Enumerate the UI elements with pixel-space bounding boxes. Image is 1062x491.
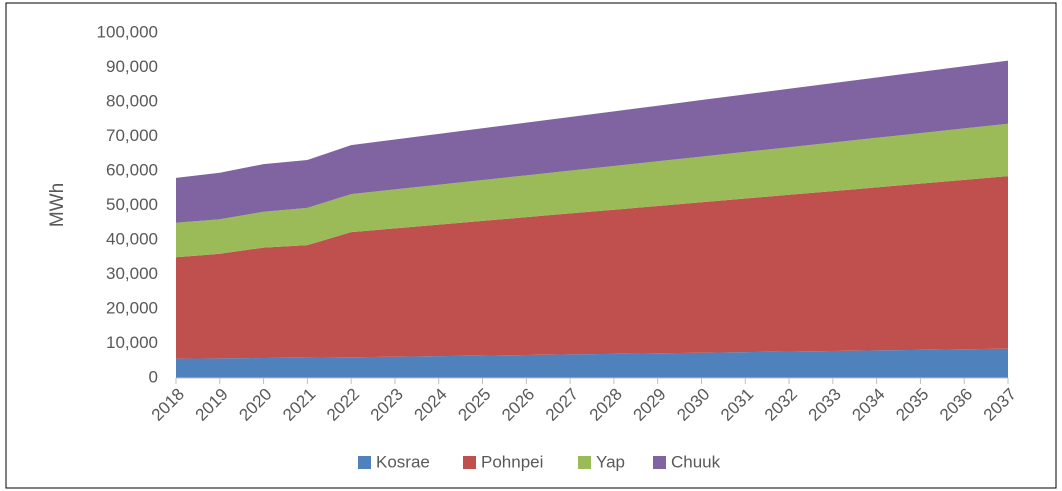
y-tick-label: 0 — [149, 367, 158, 386]
legend-swatch — [358, 456, 371, 469]
x-tick-label: 2022 — [323, 385, 363, 425]
y-tick-label: 30,000 — [106, 264, 158, 283]
area — [176, 176, 1008, 359]
x-tick-label: 2020 — [235, 385, 275, 425]
legend-swatch — [653, 456, 666, 469]
x-tick-label: 2029 — [630, 385, 670, 425]
legend-swatch — [463, 456, 476, 469]
frame — [5, 2, 1057, 489]
legend-label: Chuuk — [671, 452, 721, 471]
area — [176, 348, 1008, 378]
y-tick-label: 50,000 — [106, 195, 158, 214]
y-tick-label: 80,000 — [106, 91, 158, 110]
x-tick-label: 2036 — [936, 385, 976, 425]
x-tick-label: 2019 — [192, 385, 232, 425]
y-tick-label: 90,000 — [106, 57, 158, 76]
y-tick-label: 40,000 — [106, 229, 158, 248]
x-tick-label: 2037 — [980, 385, 1020, 425]
area — [176, 60, 1008, 223]
x-tick-label: 2023 — [367, 385, 407, 425]
x-tick-label: 2028 — [586, 385, 626, 425]
x-tick-label: 2024 — [411, 385, 451, 425]
y-axis-label: MWh — [47, 183, 68, 227]
x-tick-label: 2035 — [892, 385, 932, 425]
y-tick-label: 20,000 — [106, 298, 158, 317]
y-tick-label: 100,000 — [97, 22, 158, 41]
legend-label: Yap — [596, 452, 625, 471]
x-tick-label: 2021 — [279, 385, 319, 425]
y-tick-label: 70,000 — [106, 126, 158, 145]
legend-label: Kosrae — [376, 452, 430, 471]
area — [176, 123, 1008, 258]
y-tick-label: 10,000 — [106, 333, 158, 352]
x-tick-label: 2032 — [761, 385, 801, 425]
legend-swatch — [578, 456, 591, 469]
x-tick-label: 2026 — [498, 385, 538, 425]
x-tick-label: 2030 — [673, 385, 713, 425]
x-tick-label: 2018 — [148, 385, 188, 425]
y-tick-label: 60,000 — [106, 160, 158, 179]
x-tick-label: 2031 — [717, 385, 757, 425]
legend-label: Pohnpei — [481, 452, 543, 471]
x-tick-label: 2034 — [848, 385, 888, 425]
x-tick-label: 2033 — [805, 385, 845, 425]
x-tick-label: 2025 — [454, 385, 494, 425]
x-tick-label: 2027 — [542, 385, 582, 425]
